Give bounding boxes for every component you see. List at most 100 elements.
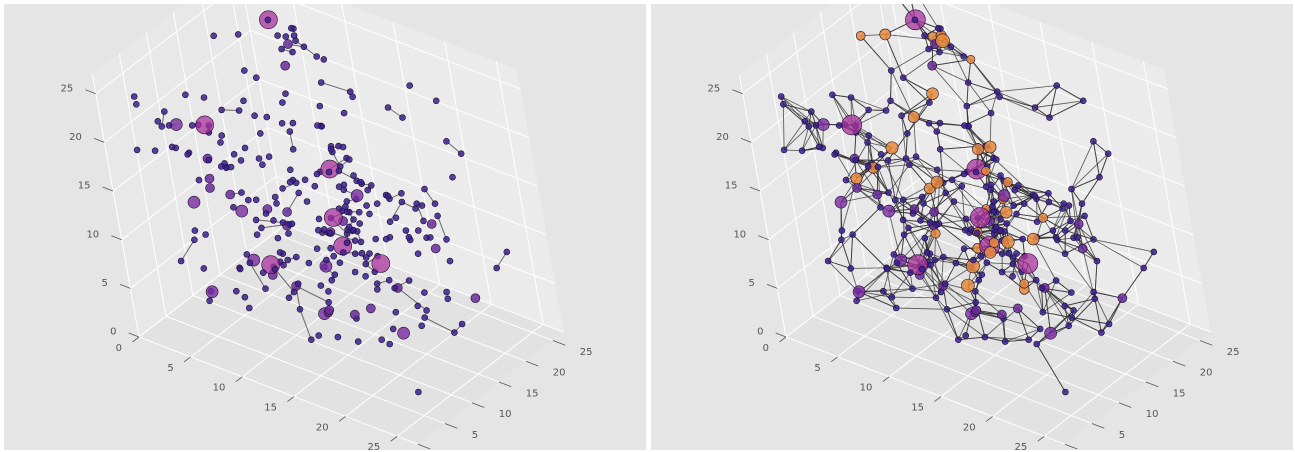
data-point [1019, 278, 1029, 289]
data-point [983, 140, 997, 154]
network-edge [970, 59, 998, 92]
data-point [1003, 220, 1011, 227]
network-edge [900, 225, 935, 261]
network-edge [984, 336, 1029, 341]
network-edge [815, 125, 820, 147]
network-edge [946, 308, 986, 338]
data-point [1012, 303, 1023, 314]
data-point [415, 388, 422, 396]
data-point [252, 216, 260, 224]
gridline [245, 4, 286, 226]
data-point [1090, 138, 1097, 145]
data-point [426, 219, 437, 229]
network-edge [922, 4, 939, 29]
data-point [398, 198, 406, 206]
y-tick-mark [1199, 340, 1213, 346]
data-point [829, 91, 836, 99]
network-edge [1056, 85, 1084, 102]
data-point [330, 252, 338, 260]
data-point [1061, 250, 1069, 257]
y-tick-label: 5 [1119, 430, 1125, 441]
data-point [1053, 82, 1061, 89]
data-point [289, 146, 297, 153]
gridline [392, 21, 441, 285]
data-point [470, 293, 481, 304]
gridline [914, 127, 1194, 236]
data-point [314, 122, 321, 129]
network-edge [1057, 239, 1098, 262]
data-point [1002, 177, 1013, 188]
data-point [187, 195, 201, 209]
z-tick-mark [749, 186, 761, 192]
network-edge [1044, 287, 1074, 311]
network-edge [946, 309, 959, 340]
network-edge [939, 148, 968, 173]
data-point [954, 336, 962, 344]
network-edge [966, 82, 969, 107]
data-point [933, 166, 941, 174]
data-point [217, 139, 224, 146]
data-point [218, 106, 225, 114]
data-point [285, 294, 293, 302]
data-point [918, 193, 926, 201]
data-point [262, 285, 269, 293]
data-point [182, 91, 189, 99]
data-point [1013, 210, 1020, 218]
data-point [936, 48, 943, 56]
data-point [389, 325, 397, 333]
data-point [252, 196, 260, 204]
data-point [970, 256, 977, 264]
data-point [240, 97, 247, 105]
data-point [983, 259, 991, 267]
data-point [295, 189, 303, 197]
gridline [345, 303, 492, 417]
network-edge [852, 206, 881, 235]
data-point [989, 203, 996, 210]
data-point [950, 198, 958, 205]
data-point [184, 151, 191, 158]
x-tick-label: 5 [167, 363, 173, 374]
data-point [842, 176, 850, 184]
data-point [1078, 200, 1086, 207]
data-point [898, 112, 905, 119]
data-point [1091, 295, 1099, 303]
network-edge [877, 156, 917, 168]
y-tick-mark [1172, 360, 1186, 367]
data-point [853, 297, 860, 305]
data-point [977, 252, 985, 260]
data-point [1079, 97, 1087, 105]
data-point [1019, 235, 1027, 243]
data-point [457, 150, 465, 157]
network-edge [890, 70, 915, 118]
network-edge [783, 103, 812, 113]
network-edge [997, 85, 1057, 93]
network-edge [951, 179, 987, 210]
gridline [112, 78, 260, 192]
data-point [835, 122, 843, 129]
data-point [414, 227, 422, 234]
data-point [339, 249, 347, 256]
data-point [900, 231, 908, 238]
network-edge [858, 262, 898, 293]
data-point [958, 182, 966, 190]
data-point [296, 305, 304, 313]
network-edge [1005, 339, 1029, 343]
data-point [996, 309, 1007, 320]
data-point [1104, 150, 1112, 157]
data-point [1001, 338, 1009, 345]
data-point [258, 224, 265, 232]
network-edge [1108, 297, 1123, 325]
data-point [284, 256, 292, 264]
axes-group: 051015202505101520250510152025 [60, 4, 593, 450]
data-point [325, 288, 332, 295]
data-point [279, 99, 286, 106]
network-edge [1042, 292, 1072, 313]
data-point [885, 189, 892, 196]
network-edge [1004, 230, 1023, 240]
x-tick-mark [287, 396, 295, 402]
gridline [792, 32, 841, 296]
data-point [850, 172, 863, 185]
data-point [1009, 272, 1016, 280]
network-edge [909, 164, 938, 171]
z-tick-mark [119, 284, 131, 289]
